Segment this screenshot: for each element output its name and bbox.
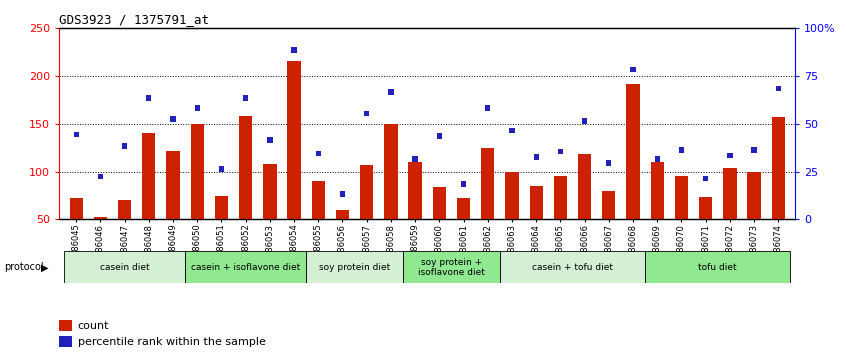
Bar <box>118 200 131 219</box>
Bar <box>243 95 249 101</box>
Bar <box>675 176 688 219</box>
Bar <box>606 160 612 166</box>
Bar <box>239 116 252 219</box>
Bar <box>728 153 733 158</box>
Bar <box>142 133 156 219</box>
Bar <box>94 217 107 219</box>
Bar <box>534 154 539 160</box>
Text: soy protein diet: soy protein diet <box>319 263 390 272</box>
Bar <box>558 149 563 154</box>
Bar <box>578 154 591 219</box>
Bar <box>69 199 83 219</box>
Bar <box>360 165 373 219</box>
Bar <box>122 143 127 149</box>
Bar <box>364 110 370 116</box>
Text: tofu diet: tofu diet <box>699 263 737 272</box>
Bar <box>64 251 185 283</box>
Bar <box>146 95 151 101</box>
Text: casein + tofu diet: casein + tofu diet <box>532 263 613 272</box>
Bar <box>645 251 790 283</box>
Bar <box>772 117 785 219</box>
Bar <box>288 61 300 219</box>
Bar <box>626 84 640 219</box>
Bar <box>291 47 297 53</box>
Bar <box>530 186 543 219</box>
Bar <box>185 251 306 283</box>
Bar <box>170 116 176 122</box>
Bar <box>195 105 200 110</box>
Bar <box>263 164 277 219</box>
Bar <box>437 133 442 139</box>
Bar <box>776 86 781 91</box>
Bar <box>703 176 708 181</box>
Bar <box>167 151 179 219</box>
Bar <box>481 148 494 219</box>
Bar <box>457 199 470 219</box>
Bar <box>74 132 79 137</box>
Bar <box>678 147 684 153</box>
Bar <box>388 90 393 95</box>
Bar <box>461 181 466 187</box>
Bar <box>554 176 567 219</box>
Bar <box>306 251 403 283</box>
Bar <box>651 162 664 219</box>
Bar <box>59 336 73 347</box>
Bar <box>500 251 645 283</box>
Bar <box>630 67 635 72</box>
Bar <box>432 187 446 219</box>
Bar <box>582 118 587 124</box>
Bar <box>311 181 325 219</box>
Bar <box>59 320 73 331</box>
Bar <box>267 137 272 143</box>
Bar <box>336 210 349 219</box>
Text: soy protein +
isoflavone diet: soy protein + isoflavone diet <box>418 258 485 277</box>
Bar <box>655 156 660 162</box>
Bar <box>602 191 616 219</box>
Text: ▶: ▶ <box>41 262 48 272</box>
Text: count: count <box>78 321 109 331</box>
Bar <box>316 151 321 156</box>
Bar <box>485 105 491 110</box>
Text: protocol: protocol <box>4 262 44 272</box>
Bar <box>340 191 345 196</box>
Bar <box>747 172 761 219</box>
Bar <box>509 128 514 133</box>
Text: casein diet: casein diet <box>100 263 150 272</box>
Text: casein + isoflavone diet: casein + isoflavone diet <box>191 263 300 272</box>
Bar <box>723 168 737 219</box>
Bar <box>409 162 422 219</box>
Bar <box>403 251 500 283</box>
Bar <box>751 147 756 153</box>
Bar <box>98 173 103 179</box>
Bar <box>384 124 398 219</box>
Bar <box>219 166 224 172</box>
Text: GDS3923 / 1375791_at: GDS3923 / 1375791_at <box>59 13 209 26</box>
Bar <box>413 156 418 162</box>
Text: percentile rank within the sample: percentile rank within the sample <box>78 337 266 347</box>
Bar <box>699 198 712 219</box>
Bar <box>505 172 519 219</box>
Bar <box>215 195 228 219</box>
Bar <box>190 124 204 219</box>
